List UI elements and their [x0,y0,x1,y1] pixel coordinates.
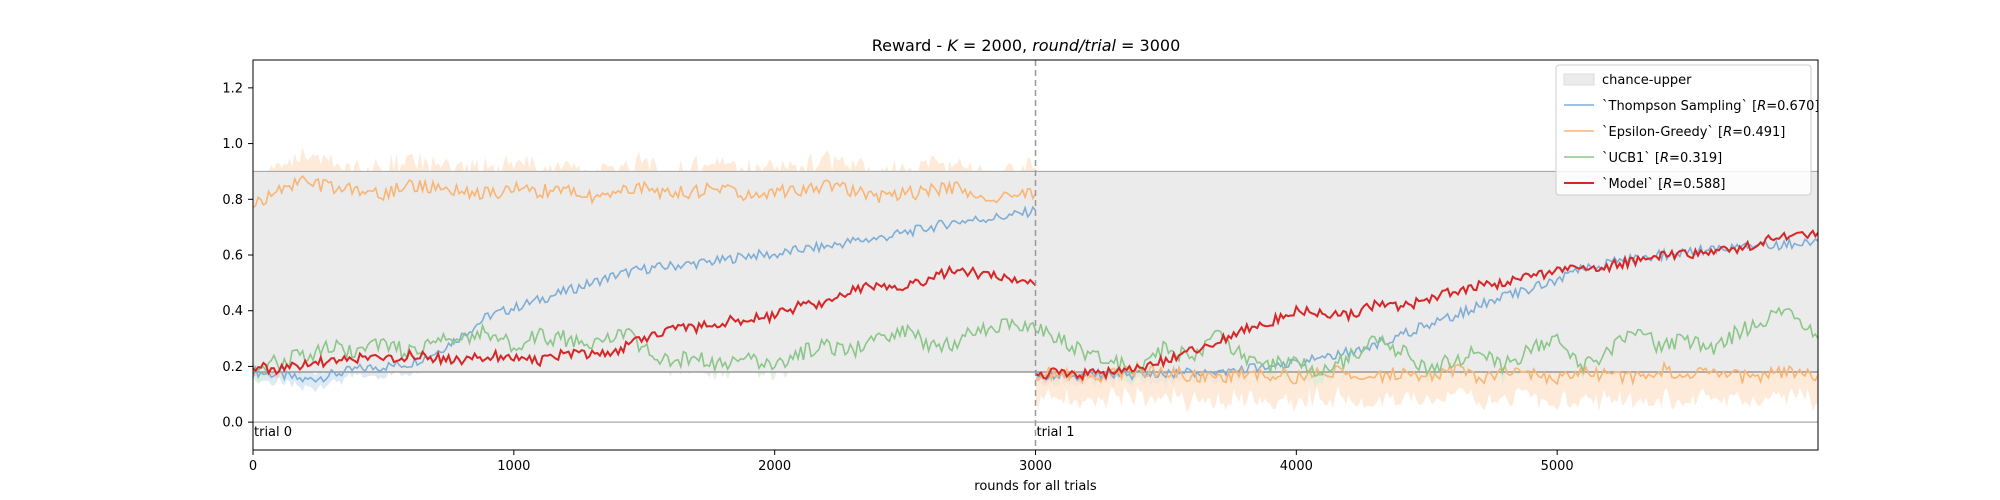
legend-swatch-chance-upper [1563,73,1595,86]
series-2-line-1 [1035,306,1818,377]
title-k-value: = 2000, [958,36,1032,55]
y-tick-label-6: 1.2 [222,81,243,96]
legend-box [1555,64,1812,196]
title-rt-value: = 3000 [1116,36,1180,55]
x-tick-label-2: 2000 [758,459,791,474]
series-1-line-1 [1035,360,1818,387]
legend-label-chance-upper: chance-upper [1602,73,1692,88]
x-tick-label-1: 1000 [497,459,530,474]
legend-label-text: `Model` [ [1602,177,1663,192]
y-tick-label-0: 0.0 [222,416,243,431]
x-axis-ticks: 0 1000 2000 3000 4000 5000 [249,450,1574,474]
y-tick-label-4: 0.8 [222,193,243,208]
legend-label-text: `UCB1` [ [1602,151,1660,166]
trial-annotation-1: trial 1 [1037,425,1075,440]
legend-label-r-symbol: R [1660,151,1669,166]
y-tick-label-5: 1.0 [222,137,243,152]
title-k-symbol: K [947,36,959,55]
x-tick-label-4: 4000 [1280,459,1313,474]
legend-label-r-value: =0.588] [1672,177,1725,192]
trial-annotations: trial 0 trial 1 [254,425,1075,440]
x-tick-label-5: 5000 [1541,459,1574,474]
legend-label-r-symbol: R [1663,177,1672,192]
legend-label-text: `Epsilon-Greedy` [ [1602,125,1723,140]
series-0-line-1 [1035,236,1818,382]
chart-title: Reward - K = 2000, round/trial = 3000 [872,36,1181,55]
legend-label-r-symbol: R [1757,99,1766,114]
legend-items: chance-upper`Thompson Sampling` [R=0.670… [1563,73,1819,192]
title-prefix: Reward - [872,36,948,55]
legend-label-series-1: `Epsilon-Greedy` [R=0.491] [1602,125,1785,140]
legend-label-r-value: =0.319] [1669,151,1722,166]
trial-annotation-0: trial 0 [254,425,292,440]
y-tick-label-2: 0.4 [222,304,243,319]
legend-label-series-0: `Thompson Sampling` [R=0.670] [1602,99,1819,114]
y-tick-label-3: 0.6 [222,249,243,264]
title-rt-symbol: round/trial [1032,36,1116,55]
series-lines [253,175,1818,387]
series-3-line-0 [253,264,1037,376]
series-3-line-1 [1035,229,1818,382]
x-tick-label-3: 3000 [1019,459,1052,474]
x-tick-label-0: 0 [249,459,257,474]
legend-label-r-value: =0.491] [1732,125,1785,140]
x-axis-label: rounds for all trials [974,479,1097,494]
legend-label-series-3: `Model` [R=0.588] [1602,177,1725,192]
y-axis-ticks: 0.0 0.2 0.4 0.6 0.8 1.0 1.2 [222,81,253,431]
legend-label-text: `Thompson Sampling` [ [1602,99,1757,114]
series-0-line-0 [253,205,1037,384]
legend-label-r-value: =0.670] [1766,99,1819,114]
legend: chance-upper`Thompson Sampling` [R=0.670… [1555,64,1819,196]
chance-band-segment-1 [1035,171,1818,372]
legend-label-r-symbol: R [1723,125,1732,140]
legend-label-series-2: `UCB1` [R=0.319] [1602,151,1722,166]
series-1-line-0 [253,175,1037,209]
y-tick-label-1: 0.2 [222,360,243,375]
series-2-line-0 [253,317,1037,374]
